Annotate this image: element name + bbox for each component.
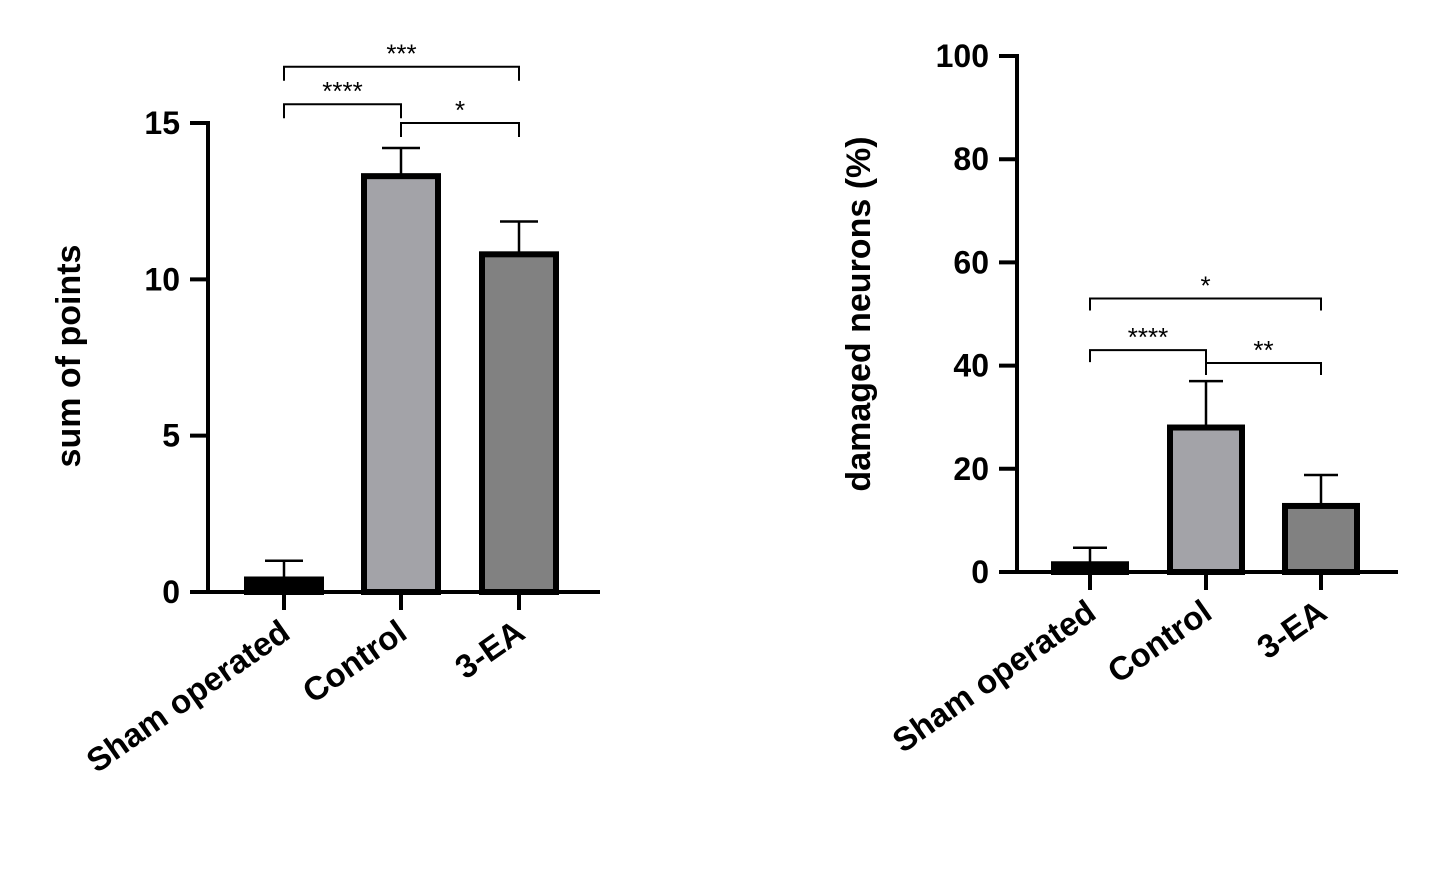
y-tick-label: 60	[953, 244, 989, 280]
significance-label: *	[455, 95, 465, 125]
significance-bracket	[1205, 362, 1322, 376]
bar	[479, 251, 559, 595]
y-axis-title: damaged neurons (%)	[840, 136, 878, 491]
y-tick-label: 0	[162, 574, 180, 610]
significance-bracket	[400, 122, 520, 137]
bar	[244, 576, 324, 596]
bar	[361, 173, 441, 596]
x-category-label: Sham operated	[80, 612, 297, 779]
significance-bracket	[1089, 349, 1207, 363]
significance-label: *	[1200, 271, 1210, 301]
bar	[1051, 561, 1129, 576]
significance-label: ***	[386, 39, 416, 69]
significance-label: ****	[1128, 322, 1168, 352]
y-tick-label: 0	[971, 554, 989, 590]
significance-bracket	[283, 65, 520, 81]
y-tick-label: 40	[953, 348, 989, 384]
x-category-label: 3-EA	[448, 612, 531, 685]
x-category-label: Sham operated	[886, 592, 1103, 759]
significance-bracket	[283, 103, 402, 119]
y-tick-label: 100	[936, 38, 989, 74]
y-tick-label: 20	[953, 451, 989, 487]
y-tick-label: 80	[953, 141, 989, 177]
y-axis-title: sum of points	[50, 245, 88, 468]
x-category-label: Control	[296, 612, 413, 710]
x-category-label: 3-EA	[1250, 592, 1333, 665]
x-category-label: Control	[1101, 592, 1218, 690]
y-tick-label: 10	[144, 261, 180, 297]
y-tick-label: 15	[144, 105, 180, 141]
bar	[1167, 424, 1245, 575]
significance-label: ****	[322, 76, 362, 106]
y-tick-label: 5	[162, 418, 180, 454]
significance-label: **	[1253, 335, 1273, 365]
significance-bracket	[1089, 297, 1322, 311]
bar	[1282, 502, 1360, 575]
